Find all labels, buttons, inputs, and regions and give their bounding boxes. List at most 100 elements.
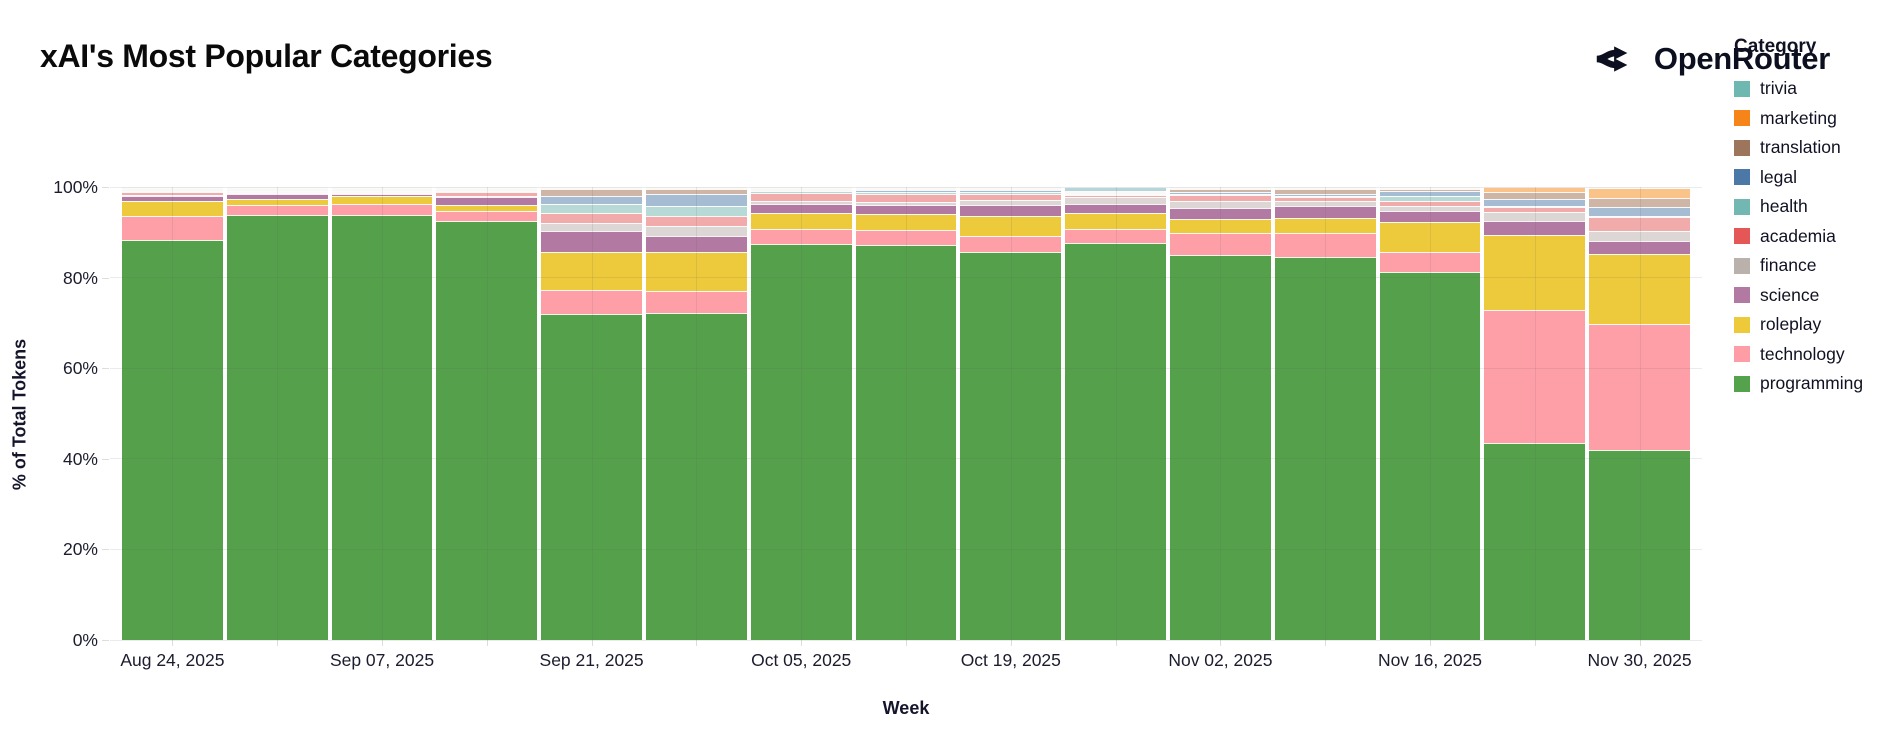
bar-Nov 09, 2025[interactable] bbox=[1273, 187, 1378, 640]
bar-Sep 21, 2025[interactable] bbox=[539, 186, 644, 640]
bar-segment-technology[interactable] bbox=[1379, 252, 1481, 272]
bar-segment-legal[interactable] bbox=[855, 189, 957, 192]
bar-segment-health[interactable] bbox=[1379, 195, 1481, 201]
bar-segment-legal[interactable] bbox=[331, 190, 433, 191]
bar-Oct 19, 2025[interactable] bbox=[958, 187, 1063, 640]
bar-segment-science[interactable] bbox=[1484, 221, 1586, 235]
stacked-bar[interactable] bbox=[1274, 187, 1376, 640]
bar-segment-programming[interactable] bbox=[436, 221, 538, 640]
bar-segment-marketing[interactable] bbox=[1589, 188, 1690, 198]
bar-segment-health[interactable] bbox=[122, 191, 223, 192]
bar-segment-technology[interactable] bbox=[1484, 309, 1586, 443]
bar-segment-technology[interactable] bbox=[960, 236, 1062, 253]
bar-segment-marketing[interactable] bbox=[1169, 188, 1271, 189]
bar-segment-translation[interactable] bbox=[122, 189, 223, 190]
bar-segment-roleplay[interactable] bbox=[122, 201, 223, 216]
bar-segment-legal[interactable] bbox=[750, 190, 852, 192]
bar-segment-finance[interactable] bbox=[122, 194, 223, 196]
bar-segment-academia[interactable] bbox=[1484, 206, 1586, 212]
bar-segment-science[interactable] bbox=[645, 235, 747, 252]
bar-segment-trivia[interactable] bbox=[1274, 187, 1376, 188]
bar-segment-trivia[interactable] bbox=[436, 187, 538, 188]
bar-segment-academia[interactable] bbox=[1065, 194, 1166, 197]
bar-segment-finance[interactable] bbox=[1379, 205, 1481, 211]
bar-segment-trivia[interactable] bbox=[1379, 187, 1481, 188]
bar-segment-marketing[interactable] bbox=[1484, 187, 1586, 192]
bar-segment-programming[interactable] bbox=[226, 215, 328, 640]
bar-segment-trivia[interactable] bbox=[1589, 187, 1690, 189]
brand-logo[interactable]: OpenRouter bbox=[1594, 36, 1830, 82]
bar-segment-finance[interactable] bbox=[750, 200, 852, 204]
bar-segment-translation[interactable] bbox=[960, 189, 1062, 191]
bar-segment-legal[interactable] bbox=[1065, 192, 1166, 194]
bar-segment-technology[interactable] bbox=[122, 215, 223, 240]
bar-segment-programming[interactable] bbox=[1484, 442, 1586, 640]
bar-segment-legal[interactable] bbox=[1484, 198, 1586, 206]
bar-segment-finance[interactable] bbox=[645, 226, 747, 236]
bar-segment-academia[interactable] bbox=[750, 192, 852, 201]
bar-segment-trivia[interactable] bbox=[1169, 187, 1271, 188]
bar-segment-legal[interactable] bbox=[960, 190, 1062, 193]
bar-segment-health[interactable] bbox=[541, 203, 642, 213]
bar-segment-legal[interactable] bbox=[226, 189, 328, 191]
bar-segment-science[interactable] bbox=[1589, 240, 1690, 254]
bar-segment-legal[interactable] bbox=[436, 190, 538, 191]
bar-segment-legal[interactable] bbox=[1274, 193, 1376, 196]
bar-segment-technology[interactable] bbox=[1274, 232, 1376, 257]
bar-segment-health[interactable] bbox=[855, 191, 957, 194]
bar-segment-translation[interactable] bbox=[645, 188, 747, 195]
bar-Sep 14, 2025[interactable] bbox=[434, 187, 539, 640]
bar-segment-roleplay[interactable] bbox=[541, 251, 642, 290]
bar-segment-programming[interactable] bbox=[541, 313, 642, 640]
bar-segment-science[interactable] bbox=[541, 230, 642, 252]
bar-segment-roleplay[interactable] bbox=[226, 198, 328, 205]
bar-segment-translation[interactable] bbox=[331, 189, 433, 190]
bar-segment-marketing[interactable] bbox=[960, 188, 1062, 189]
stacked-bar[interactable] bbox=[541, 186, 642, 640]
bar-segment-trivia[interactable] bbox=[1065, 187, 1166, 191]
bar-segment-academia[interactable] bbox=[960, 193, 1062, 200]
bar-segment-health[interactable] bbox=[645, 206, 747, 217]
bar-segment-health[interactable] bbox=[436, 191, 538, 192]
bar-segment-translation[interactable] bbox=[541, 188, 642, 196]
bar-segment-roleplay[interactable] bbox=[436, 204, 538, 212]
bar-segment-roleplay[interactable] bbox=[960, 216, 1062, 237]
bar-Nov 16, 2025[interactable] bbox=[1378, 187, 1483, 640]
bar-segment-finance[interactable] bbox=[1065, 196, 1166, 205]
bar-Oct 05, 2025[interactable] bbox=[749, 187, 854, 640]
bar-segment-technology[interactable] bbox=[331, 204, 433, 216]
bar-segment-roleplay[interactable] bbox=[1274, 217, 1376, 233]
bar-Nov 23, 2025[interactable] bbox=[1482, 187, 1587, 640]
bar-segment-roleplay[interactable] bbox=[1484, 234, 1586, 310]
stacked-bar[interactable] bbox=[1169, 187, 1271, 640]
stacked-bar[interactable] bbox=[855, 186, 957, 640]
bar-segment-technology[interactable] bbox=[1589, 323, 1690, 451]
stacked-bar[interactable] bbox=[1484, 187, 1586, 640]
bar-segment-science[interactable] bbox=[855, 204, 957, 214]
bar-segment-academia[interactable] bbox=[645, 216, 747, 226]
bar-segment-health[interactable] bbox=[960, 192, 1062, 194]
bar-segment-science[interactable] bbox=[226, 194, 328, 199]
bar-segment-finance[interactable] bbox=[1484, 211, 1586, 222]
bar-segment-trivia[interactable] bbox=[645, 186, 747, 188]
bar-segment-academia[interactable] bbox=[855, 193, 957, 202]
bar-segment-trivia[interactable] bbox=[855, 186, 957, 188]
bar-segment-academia[interactable] bbox=[331, 192, 433, 193]
bar-Sep 07, 2025[interactable] bbox=[330, 187, 435, 640]
bar-segment-academia[interactable] bbox=[436, 192, 538, 196]
bar-segment-technology[interactable] bbox=[436, 211, 538, 222]
bar-segment-legal[interactable] bbox=[1589, 206, 1690, 217]
bar-segment-marketing[interactable] bbox=[541, 187, 642, 189]
bar-segment-health[interactable] bbox=[1589, 216, 1690, 218]
bar-segment-legal[interactable] bbox=[1169, 191, 1271, 194]
bar-segment-finance[interactable] bbox=[1169, 201, 1271, 208]
bar-segment-marketing[interactable] bbox=[855, 187, 957, 189]
bar-segment-technology[interactable] bbox=[1065, 229, 1166, 244]
bar-segment-legal[interactable] bbox=[541, 195, 642, 204]
bar-segment-translation[interactable] bbox=[1274, 189, 1376, 194]
bar-segment-trivia[interactable] bbox=[122, 187, 223, 188]
bar-segment-marketing[interactable] bbox=[226, 187, 328, 189]
bar-segment-science[interactable] bbox=[1169, 207, 1271, 219]
stacked-bar[interactable] bbox=[226, 186, 328, 640]
bar-segment-roleplay[interactable] bbox=[1589, 253, 1690, 324]
